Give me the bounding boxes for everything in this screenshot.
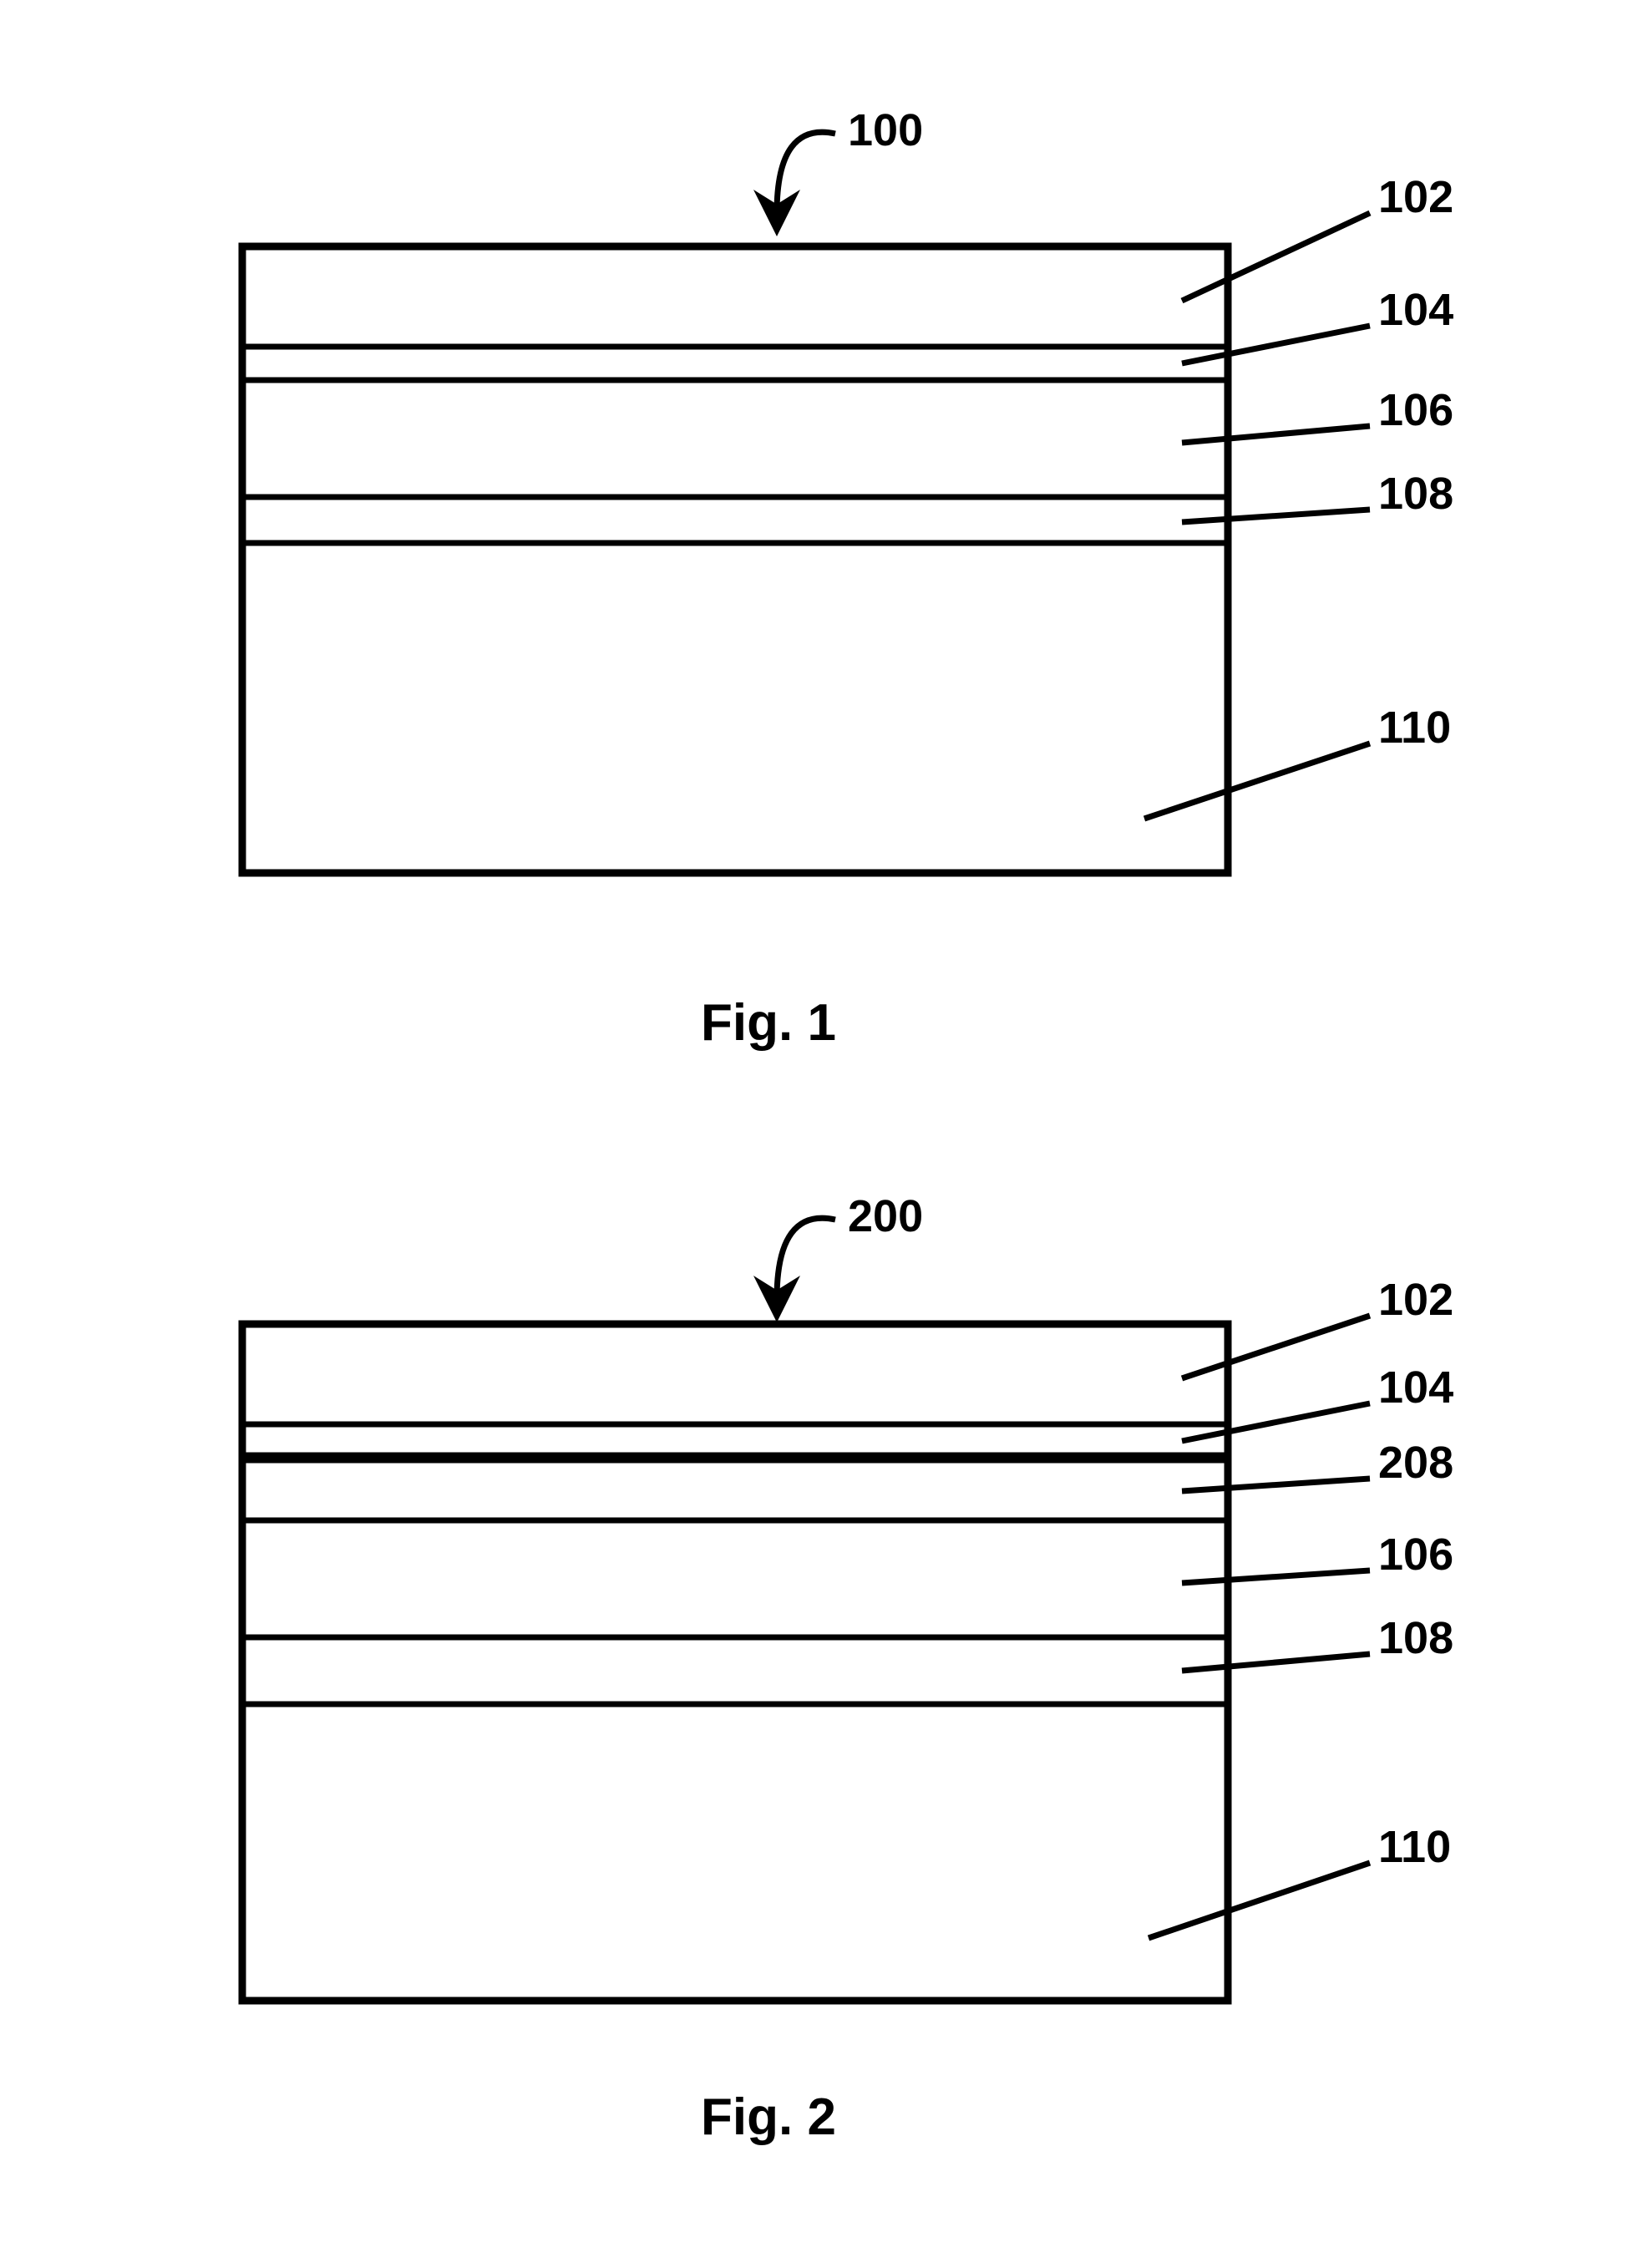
layer-label: 110 bbox=[1378, 703, 1451, 753]
figure-2: 102 104 208 106 108 110 200 Fig. 2 bbox=[242, 1191, 1453, 2146]
layer-label: 106 bbox=[1378, 1530, 1453, 1580]
figure-1: 102 104 106 108 110 100 Fig. 1 bbox=[242, 105, 1453, 1052]
page: 102 104 106 108 110 100 Fig. 1 102 104 208 106 108… bbox=[0, 0, 1633, 2268]
pointer-arrow bbox=[777, 1218, 835, 1299]
layer-label: 108 bbox=[1378, 469, 1453, 519]
pointer-arrow bbox=[777, 132, 835, 213]
leader-line bbox=[1182, 1570, 1370, 1583]
layer-stack-outline bbox=[242, 246, 1228, 873]
leader-line bbox=[1182, 213, 1370, 301]
layer-label: 106 bbox=[1378, 385, 1453, 435]
leader-line bbox=[1182, 1479, 1370, 1491]
leader-line bbox=[1182, 510, 1370, 522]
diagram-svg: 102 104 106 108 110 100 Fig. 1 102 104 208 106 108… bbox=[0, 0, 1633, 2268]
layer-label: 102 bbox=[1378, 172, 1453, 222]
pointer-label: 100 bbox=[848, 105, 923, 155]
leader-line bbox=[1182, 426, 1370, 443]
layer-label: 110 bbox=[1378, 1822, 1451, 1872]
pointer-label: 200 bbox=[848, 1191, 923, 1241]
layer-label: 102 bbox=[1378, 1275, 1453, 1325]
leader-line bbox=[1149, 1863, 1370, 1938]
leader-line bbox=[1182, 1654, 1370, 1671]
leader-line bbox=[1144, 743, 1370, 819]
layer-label: 208 bbox=[1378, 1438, 1453, 1488]
figure-caption: Fig. 2 bbox=[701, 2088, 836, 2146]
layer-label: 108 bbox=[1378, 1613, 1453, 1663]
layer-label: 104 bbox=[1378, 1362, 1453, 1413]
layer-label: 104 bbox=[1378, 285, 1453, 335]
figure-caption: Fig. 1 bbox=[701, 994, 836, 1052]
